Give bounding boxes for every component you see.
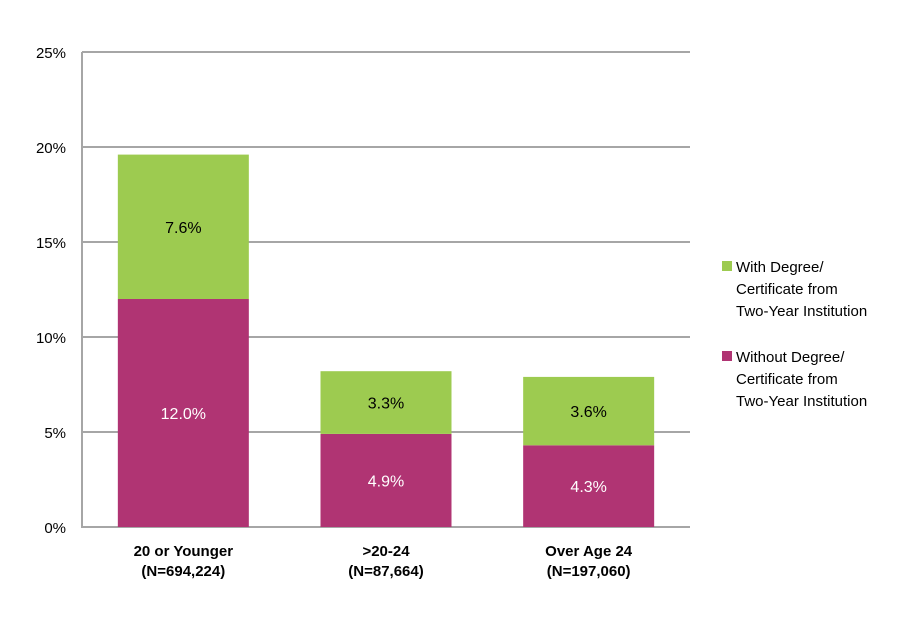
bar-segment xyxy=(117,154,249,299)
legend-label: Two-Year Institution xyxy=(736,393,867,410)
y-tick-label: 0% xyxy=(44,520,66,537)
data-label: 3.3% xyxy=(368,396,404,413)
bar-segment xyxy=(523,376,655,446)
data-label: 4.3% xyxy=(570,479,606,496)
data-label: 12.0% xyxy=(161,406,206,423)
bar-segment xyxy=(117,299,249,527)
y-tick-label: 20% xyxy=(36,140,66,157)
bar-segment xyxy=(523,445,655,527)
x-tick-label: (N=87,664) xyxy=(348,563,423,580)
legend-label: With Degree/ xyxy=(736,259,824,276)
legend-label: Certificate from xyxy=(736,371,838,388)
legend-swatch xyxy=(722,351,732,361)
x-tick-label: >20-24 xyxy=(362,543,410,560)
data-label: 7.6% xyxy=(165,220,201,237)
bar-segment xyxy=(320,371,452,434)
data-label: 4.9% xyxy=(368,473,404,490)
x-tick-label: (N=694,224) xyxy=(141,563,225,580)
legend-label: Without Degree/ xyxy=(736,349,845,366)
x-tick-label: (N=197,060) xyxy=(547,563,631,580)
legend-label: Two-Year Institution xyxy=(736,303,867,320)
y-tick-label: 5% xyxy=(44,425,66,442)
y-tick-label: 15% xyxy=(36,235,66,252)
y-tick-label: 25% xyxy=(36,45,66,62)
legend-label: Certificate from xyxy=(736,281,838,298)
bar-segment xyxy=(320,433,452,527)
x-tick-label: Over Age 24 xyxy=(545,543,633,560)
data-label: 3.6% xyxy=(570,404,606,421)
y-tick-label: 10% xyxy=(36,330,66,347)
x-tick-label: 20 or Younger xyxy=(134,543,234,560)
legend-swatch xyxy=(722,261,732,271)
